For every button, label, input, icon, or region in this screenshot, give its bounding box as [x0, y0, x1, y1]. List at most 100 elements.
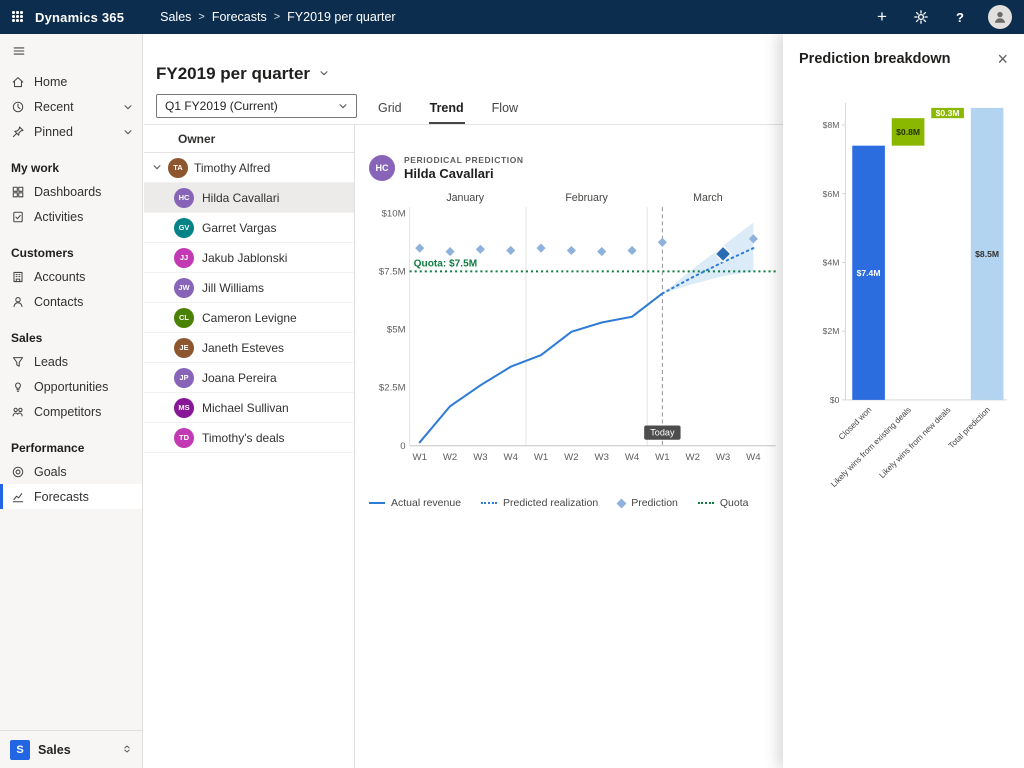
breadcrumb-sales[interactable]: Sales — [160, 10, 191, 24]
owner-row[interactable]: HC Hilda Cavallari — [144, 183, 354, 213]
home-icon — [11, 75, 25, 89]
sidebar-item-activities[interactable]: Activities — [0, 204, 142, 229]
legend-label: Prediction — [631, 497, 678, 509]
tab-grid[interactable]: Grid — [377, 95, 403, 124]
owner-row[interactable]: TD Timothy's deals — [144, 423, 354, 453]
menu-icon[interactable] — [0, 34, 142, 69]
svg-text:W4: W4 — [625, 452, 640, 463]
legend-quota: Quota — [698, 497, 749, 509]
svg-text:$4M: $4M — [823, 257, 840, 267]
sidebar-item-forecasts[interactable]: Forecasts — [0, 484, 142, 509]
legend-predicted-realization: Predicted realization — [481, 497, 598, 509]
owner-row-parent[interactable]: TA Timothy Alfred — [144, 153, 354, 183]
svg-text:W1: W1 — [655, 452, 669, 463]
sidebar-item-accounts[interactable]: Accounts — [0, 264, 142, 289]
waffle-icon[interactable] — [12, 11, 24, 23]
owner-name: Timothy Alfred — [194, 161, 270, 175]
svg-text:W2: W2 — [564, 452, 578, 463]
owner-name: Michael Sullivan — [202, 401, 289, 415]
svg-text:Total prediction: Total prediction — [947, 405, 992, 450]
svg-text:$5M: $5M — [387, 325, 406, 336]
area-switcher[interactable]: S Sales — [0, 730, 142, 768]
building-icon — [11, 270, 25, 284]
sidebar-item-label: Home — [34, 75, 67, 89]
owner-row[interactable]: JW Jill Williams — [144, 273, 354, 303]
add-icon[interactable]: + — [871, 6, 893, 28]
diamond-swatch — [617, 498, 627, 508]
close-icon[interactable]: × — [997, 50, 1008, 68]
breadcrumb-current-page[interactable]: FY2019 per quarter — [287, 10, 395, 24]
waterfall-chart: $0$2M$4M$6M$8M$7.4MClosed won$0.8MLikely… — [799, 82, 1012, 546]
owner-column: Owner TA Timothy Alfred HC Hilda Cavalla… — [144, 125, 355, 768]
people-icon — [11, 405, 25, 419]
sidebar-item-label: Forecasts — [34, 490, 89, 504]
avatar: GV — [174, 218, 194, 238]
owner-row[interactable]: JJ Jakub Jablonski — [144, 243, 354, 273]
chevron-down-icon[interactable] — [152, 161, 162, 175]
double-chevron-icon — [122, 743, 132, 757]
breadcrumb-separator: > — [198, 11, 204, 23]
svg-text:$0.8M: $0.8M — [896, 127, 920, 137]
chevron-down-icon[interactable] — [123, 127, 133, 137]
breadcrumb: Sales > Forecasts > FY2019 per quarter — [160, 10, 395, 24]
funnel-icon — [11, 355, 25, 369]
target-icon — [11, 465, 25, 479]
svg-text:$8M: $8M — [823, 120, 840, 130]
app-title[interactable]: Dynamics 365 — [35, 10, 124, 25]
dotted-line-swatch — [481, 502, 497, 504]
page-title: FY2019 per quarter — [156, 64, 310, 84]
prediction-breakdown-panel: Prediction breakdown × $0$2M$4M$6M$8M$7.… — [783, 34, 1024, 768]
topbar-actions: + ? — [871, 5, 1024, 29]
sidebar-section-performance: Performance — [0, 437, 142, 459]
owner-name: Timothy's deals — [202, 431, 285, 445]
owner-column-header: Owner — [144, 125, 354, 153]
svg-text:$7.5M: $7.5M — [379, 266, 406, 277]
tab-trend[interactable]: Trend — [429, 95, 465, 124]
page-title-row[interactable]: FY2019 per quarter — [156, 64, 329, 84]
svg-text:Today: Today — [650, 428, 675, 438]
user-avatar[interactable] — [988, 5, 1012, 29]
sidebar-item-opportunities[interactable]: Opportunities — [0, 374, 142, 399]
owner-row[interactable]: MS Michael Sullivan — [144, 393, 354, 423]
settings-gear-icon[interactable] — [910, 6, 932, 28]
sidebar-item-label: Pinned — [34, 125, 73, 139]
period-selector[interactable]: Q1 FY2019 (Current) — [156, 94, 357, 118]
svg-text:$6M: $6M — [823, 189, 840, 199]
chevron-down-icon[interactable] — [123, 102, 133, 112]
svg-text:Quota: $7.5M: Quota: $7.5M — [414, 258, 477, 269]
owner-name: Garret Vargas — [202, 221, 276, 235]
tab-flow[interactable]: Flow — [491, 95, 519, 124]
svg-text:$0.3M: $0.3M — [936, 108, 960, 118]
svg-text:March: March — [693, 192, 723, 204]
avatar: JW — [174, 278, 194, 298]
panel-header: Prediction breakdown × — [799, 50, 1008, 68]
sidebar-item-label: Opportunities — [34, 380, 108, 394]
sidebar-item-competitors[interactable]: Competitors — [0, 399, 142, 424]
chart-owner-name: Hilda Cavallari — [404, 166, 524, 181]
owner-name: Jill Williams — [202, 281, 264, 295]
svg-text:0: 0 — [400, 441, 405, 452]
svg-text:W1: W1 — [534, 452, 548, 463]
breadcrumb-forecasts[interactable]: Forecasts — [212, 10, 267, 24]
panel-title: Prediction breakdown — [799, 51, 950, 67]
sidebar-item-home[interactable]: Home — [0, 69, 142, 94]
clock-icon — [11, 100, 25, 114]
sidebar-item-pinned[interactable]: Pinned — [0, 119, 142, 144]
avatar: JE — [174, 338, 194, 358]
sidebar-item-contacts[interactable]: Contacts — [0, 289, 142, 314]
chart-kicker: PERIODICAL PREDICTION — [404, 155, 524, 165]
owner-row[interactable]: JP Joana Pereira — [144, 363, 354, 393]
sidebar-item-recent[interactable]: Recent — [0, 94, 142, 119]
sidebar-item-dashboards[interactable]: Dashboards — [0, 179, 142, 204]
site-map-sidebar: Home Recent Pinned My work Dashboards Ac… — [0, 34, 143, 768]
owner-row[interactable]: JE Janeth Esteves — [144, 333, 354, 363]
svg-text:$8.5M: $8.5M — [975, 249, 999, 259]
sidebar-item-label: Activities — [34, 210, 83, 224]
owner-row[interactable]: CL Cameron Levigne — [144, 303, 354, 333]
lightbulb-icon — [11, 380, 25, 394]
activities-icon — [11, 210, 25, 224]
help-icon[interactable]: ? — [949, 6, 971, 28]
sidebar-item-goals[interactable]: Goals — [0, 459, 142, 484]
owner-row[interactable]: GV Garret Vargas — [144, 213, 354, 243]
sidebar-item-leads[interactable]: Leads — [0, 349, 142, 374]
